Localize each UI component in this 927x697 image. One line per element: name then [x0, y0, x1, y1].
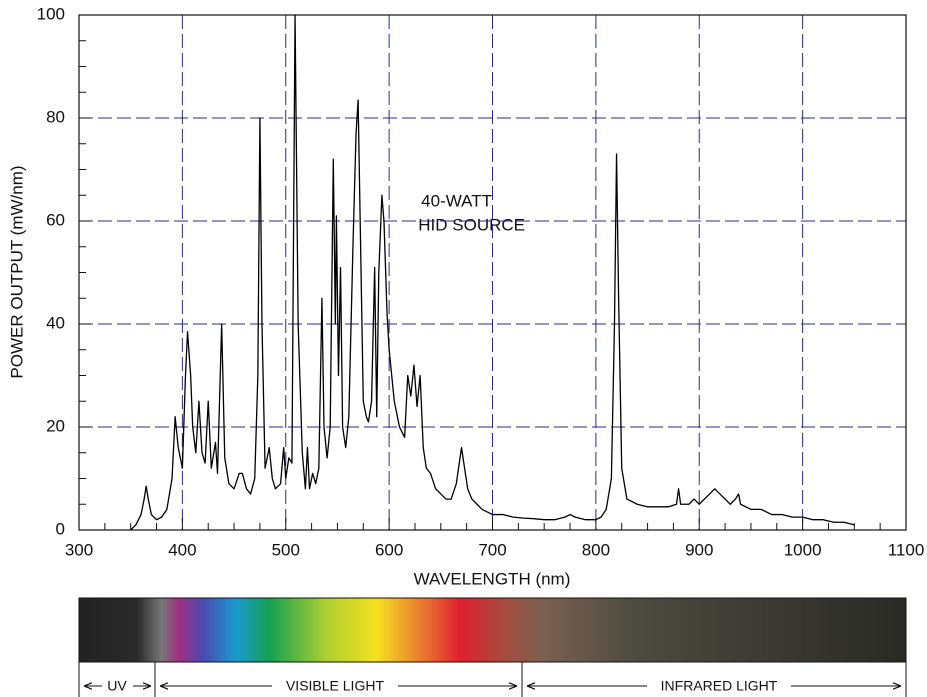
- y-tick-label: 100: [37, 4, 65, 23]
- region-dividers: [78, 662, 907, 697]
- y-tick-label: 80: [46, 107, 65, 126]
- x-tick-label: 800: [582, 540, 610, 559]
- x-tick-label: 300: [65, 540, 93, 559]
- x-tick-label: 1100: [888, 540, 925, 559]
- plot-frame: [78, 14, 907, 531]
- y-tick-label: 0: [56, 519, 65, 538]
- region-label: VISIBLE LIGHT: [286, 678, 384, 694]
- x-tick-label: 600: [375, 540, 403, 559]
- y-tick-label: 60: [46, 210, 65, 229]
- y-tick-label: 40: [46, 313, 65, 332]
- x-axis-label: WAVELENGTH (nm): [414, 569, 571, 588]
- x-tick-label: 700: [478, 540, 506, 559]
- x-tick-label: 400: [168, 540, 196, 559]
- x-tick-label: 500: [272, 540, 300, 559]
- spectrum-bar: [78, 597, 907, 663]
- annotation: HID SOURCE: [418, 215, 525, 234]
- y-axis-label: POWER OUTPUT (mW/nm): [7, 165, 26, 378]
- region-label: UV: [107, 678, 127, 694]
- y-tick-label: 20: [46, 416, 65, 435]
- region-label: INFRARED LIGHT: [661, 678, 778, 694]
- x-tick-label: 900: [685, 540, 713, 559]
- spectrum-line: [130, 14, 855, 531]
- annotation: 40-WATT: [421, 191, 492, 210]
- x-tick-label: 1000: [784, 540, 822, 559]
